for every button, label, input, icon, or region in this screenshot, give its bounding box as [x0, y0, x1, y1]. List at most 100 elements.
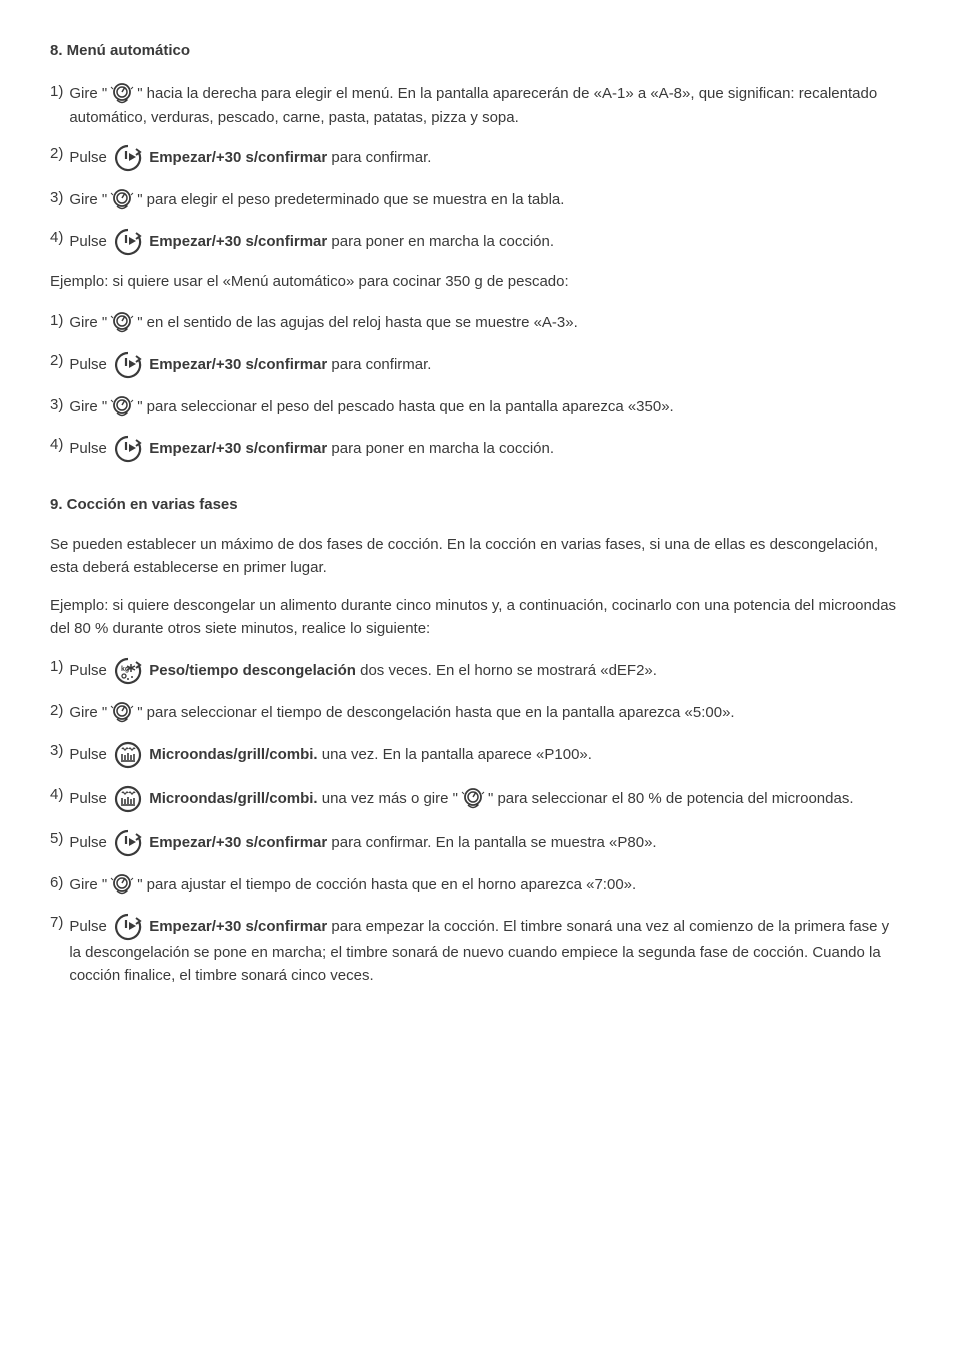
section-8-list: 1) Gire "" hacia la derecha para elegir … [50, 81, 904, 258]
list-item: 1) Pulse kg Peso/tiempo descongelación d… [50, 656, 904, 686]
bold-text: Empezar/+30 s/confirmar [149, 233, 327, 250]
item-content: Pulse Empezar/+30 s/confirmar para confi… [69, 350, 904, 380]
item-content: Pulse Empezar/+30 s/confirmar para confi… [69, 828, 904, 858]
text: para poner en marcha la cocción. [327, 233, 554, 250]
start-icon [113, 828, 143, 858]
dial-icon [109, 700, 135, 726]
list-item: 1) Gire " " en el sentido de las agujas d… [50, 310, 904, 336]
item-content: Gire " " para seleccionar el tiempo de de… [69, 700, 904, 726]
text: Gire " [69, 397, 107, 414]
text: Gire " [69, 313, 107, 330]
section-9-list: 1) Pulse kg Peso/tiempo descongelación d… [50, 656, 904, 987]
item-number: 3) [50, 394, 63, 417]
list-item: 6) Gire " " para ajustar el tiempo de coc… [50, 872, 904, 898]
dial-icon [109, 872, 135, 898]
dial-icon [460, 786, 486, 812]
text: Gire " [69, 84, 107, 101]
list-item: 5) Pulse Empezar/+30 s/confirmar para co… [50, 828, 904, 858]
item-number: 1) [50, 656, 63, 679]
text: para poner en marcha la cocción. [327, 439, 554, 456]
text: dos veces. En el horno se mostrará «dEF2… [356, 662, 657, 679]
item-content: Gire " " para ajustar el tiempo de cocció… [69, 872, 904, 898]
start-icon [113, 143, 143, 173]
list-item: 4) Pulse Empezar/+30 s/confirmar para po… [50, 227, 904, 257]
list-item: 4) Pulse Empezar/+30 s/confirmar para po… [50, 434, 904, 464]
bold-text: Microondas/grill/combi. [149, 790, 317, 807]
text: Gire " [69, 876, 107, 893]
item-number: 3) [50, 187, 63, 210]
text: Pulse [69, 439, 111, 456]
text: una vez. En la pantalla aparece «P100». [318, 746, 592, 763]
microwave-icon [113, 784, 143, 814]
item-number: 6) [50, 872, 63, 895]
list-item: 4) Pulse Microondas/grill/combi. una vez… [50, 784, 904, 814]
item-number: 1) [50, 81, 63, 104]
item-number: 3) [50, 740, 63, 763]
text: " para seleccionar el tiempo de desconge… [137, 704, 734, 721]
item-content: Pulse Microondas/grill/combi. una vez má… [69, 784, 904, 814]
list-item: 3) Gire " " para seleccionar el peso del … [50, 394, 904, 420]
text: Pulse [69, 233, 111, 250]
item-number: 2) [50, 350, 63, 373]
defrost-icon: kg [113, 656, 143, 686]
bold-text: Peso/tiempo descongelación [149, 662, 356, 679]
text: para confirmar. [327, 149, 431, 166]
text: Pulse [69, 355, 111, 372]
text: Pulse [69, 746, 111, 763]
item-content: Gire " " en el sentido de las agujas del … [69, 310, 904, 336]
bold-text: Empezar/+30 s/confirmar [149, 355, 327, 372]
dial-icon [109, 187, 135, 213]
list-item: 2) Pulse Empezar/+30 s/confirmar para co… [50, 143, 904, 173]
item-content: Gire " " para seleccionar el peso del pes… [69, 394, 904, 420]
bold-text: Empezar/+30 s/confirmar [149, 918, 327, 935]
text: Gire " [69, 191, 107, 208]
text: " en el sentido de las agujas del reloj … [137, 313, 578, 330]
list-item: 7) Pulse Empezar/+30 s/confirmar para em… [50, 912, 904, 987]
item-number: 1) [50, 310, 63, 333]
text: Pulse [69, 790, 111, 807]
section-9-heading: 9. Cocción en varias fases [50, 494, 904, 517]
item-content: Gire "" para elegir el peso predetermina… [69, 187, 904, 213]
list-item: 2) Pulse Empezar/+30 s/confirmar para co… [50, 350, 904, 380]
start-icon [113, 912, 143, 942]
item-content: Pulse Microondas/grill/combi. una vez. E… [69, 740, 904, 770]
text: Pulse [69, 149, 111, 166]
list-item: 2) Gire " " para seleccionar el tiempo de… [50, 700, 904, 726]
item-content: Pulse kg Peso/tiempo descongelación dos … [69, 656, 904, 686]
item-content: Pulse Empezar/+30 s/confirmar para poner… [69, 227, 904, 257]
item-number: 2) [50, 143, 63, 166]
section-9-example-label: Ejemplo: si quiere descongelar un alimen… [50, 595, 904, 640]
text: " para seleccionar el peso del pescado h… [137, 397, 674, 414]
item-number: 4) [50, 784, 63, 807]
item-number: 4) [50, 227, 63, 250]
text: " hacia la derecha para elegir el menú. … [69, 84, 877, 125]
item-number: 4) [50, 434, 63, 457]
dial-icon [109, 310, 135, 336]
text: " para ajustar el tiempo de cocción hast… [137, 876, 636, 893]
start-icon [113, 227, 143, 257]
item-content: Pulse Empezar/+30 s/confirmar para empez… [69, 912, 904, 987]
text: Gire " [69, 704, 107, 721]
item-number: 2) [50, 700, 63, 723]
example-label: Ejemplo: si quiere usar el «Menú automát… [50, 271, 904, 294]
list-item: 1) Gire "" hacia la derecha para elegir … [50, 81, 904, 130]
microwave-icon [113, 740, 143, 770]
item-content: Gire "" hacia la derecha para elegir el … [69, 81, 904, 130]
text: una vez más o gire " [318, 790, 458, 807]
text: Pulse [69, 834, 111, 851]
item-content: Pulse Empezar/+30 s/confirmar para poner… [69, 434, 904, 464]
list-item: 3) Pulse Microondas/grill/combi. una vez… [50, 740, 904, 770]
text: Pulse [69, 918, 111, 935]
section-8-example-list: 1) Gire " " en el sentido de las agujas d… [50, 310, 904, 464]
start-icon [113, 434, 143, 464]
item-number: 5) [50, 828, 63, 851]
bold-text: Empezar/+30 s/confirmar [149, 149, 327, 166]
section-8-heading: 8. Menú automático [50, 40, 904, 63]
dial-icon [109, 394, 135, 420]
section-9-intro: Se pueden establecer un máximo de dos fa… [50, 534, 904, 579]
dial-icon [109, 81, 135, 107]
bold-text: Empezar/+30 s/confirmar [149, 439, 327, 456]
item-content: Pulse Empezar/+30 s/confirmar para confi… [69, 143, 904, 173]
text: para confirmar. [327, 355, 431, 372]
item-number: 7) [50, 912, 63, 935]
